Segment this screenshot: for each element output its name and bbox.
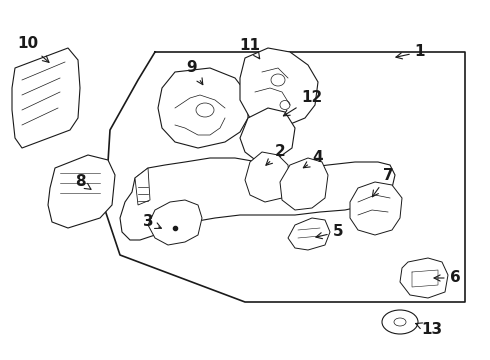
Text: 11: 11 xyxy=(240,37,261,59)
Polygon shape xyxy=(240,108,295,162)
Text: 5: 5 xyxy=(316,225,343,239)
Text: 13: 13 xyxy=(416,323,442,338)
Ellipse shape xyxy=(271,74,285,86)
Text: 7: 7 xyxy=(372,167,393,197)
Text: 1: 1 xyxy=(396,45,425,59)
Text: 8: 8 xyxy=(74,175,91,189)
Polygon shape xyxy=(148,200,202,245)
Polygon shape xyxy=(135,168,150,205)
Ellipse shape xyxy=(196,103,214,117)
Polygon shape xyxy=(280,158,328,210)
Text: 9: 9 xyxy=(187,60,203,85)
Ellipse shape xyxy=(280,100,290,109)
Text: 10: 10 xyxy=(18,36,49,62)
Ellipse shape xyxy=(394,318,406,326)
Text: 3: 3 xyxy=(143,215,161,230)
Polygon shape xyxy=(288,218,330,250)
Polygon shape xyxy=(48,155,115,228)
Polygon shape xyxy=(120,158,395,240)
Polygon shape xyxy=(400,258,448,298)
Text: 4: 4 xyxy=(303,150,323,168)
Text: 6: 6 xyxy=(434,270,461,285)
Polygon shape xyxy=(240,48,318,128)
Polygon shape xyxy=(245,152,290,202)
Polygon shape xyxy=(158,68,248,148)
Text: 2: 2 xyxy=(266,144,285,165)
Ellipse shape xyxy=(382,310,418,334)
Polygon shape xyxy=(350,182,402,235)
Polygon shape xyxy=(12,48,80,148)
Text: 12: 12 xyxy=(283,90,322,116)
